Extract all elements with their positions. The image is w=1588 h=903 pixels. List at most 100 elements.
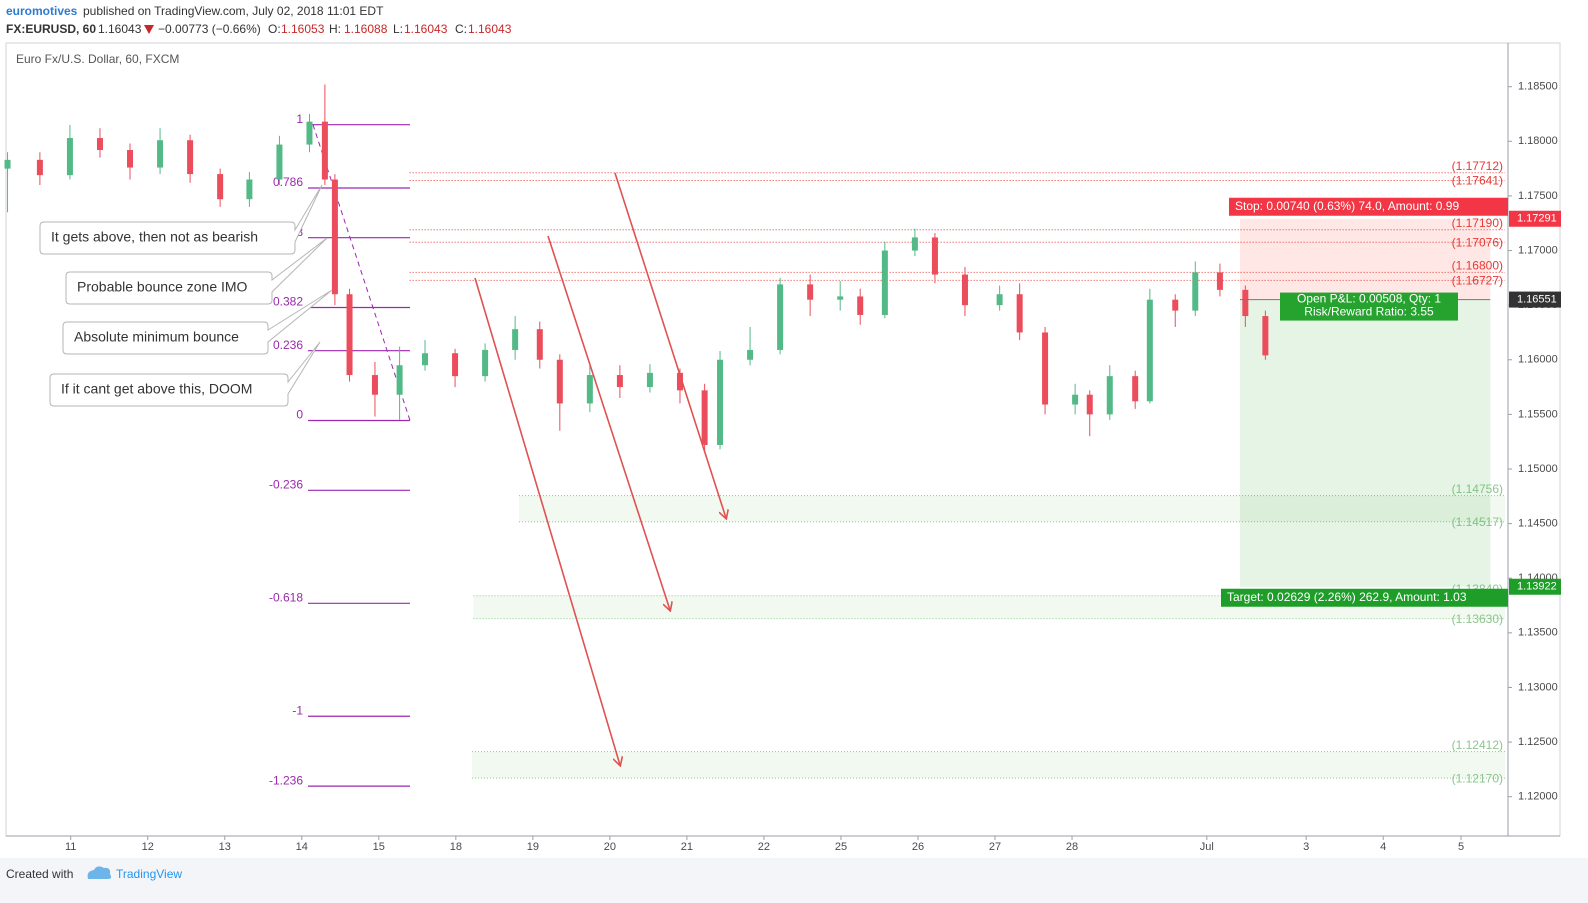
candle-body <box>1072 394 1079 405</box>
y-tick-label: 1.15000 <box>1518 463 1558 475</box>
stop-zone <box>1239 218 1491 300</box>
author[interactable]: euromotives <box>6 4 78 18</box>
candle-body <box>1192 272 1199 311</box>
level-zone <box>472 751 1505 779</box>
x-tick-label: 20 <box>604 841 616 853</box>
candle-body <box>837 296 844 300</box>
callout-text: Probable bounce zone IMO <box>77 279 248 295</box>
x-tick-label: 26 <box>912 841 924 853</box>
level-label: (1.16800) <box>1452 259 1503 273</box>
low-value: 1.16043 <box>404 22 448 36</box>
y-tick-label: 1.12000 <box>1518 791 1558 803</box>
level-label: (1.12170) <box>1452 771 1503 785</box>
candle-body <box>36 159 43 176</box>
pnl-box <box>1280 292 1458 321</box>
candle-body <box>536 329 543 360</box>
candle-body <box>512 329 519 350</box>
y-tick-label: 1.18500 <box>1518 81 1558 93</box>
candle-body <box>717 359 724 445</box>
y-tick-label: 1.17000 <box>1518 244 1558 256</box>
candle-body <box>777 284 784 350</box>
last-price: 1.16043 <box>98 22 142 36</box>
fib-label: -1.236 <box>269 773 303 787</box>
price-badge-label: 1.16551 <box>1517 293 1557 305</box>
candle-body <box>857 296 864 315</box>
arrow <box>614 172 726 518</box>
candle-body <box>217 174 224 200</box>
candle-body <box>701 390 708 445</box>
fib-label: -0.618 <box>269 590 303 604</box>
candle-body <box>4 159 11 169</box>
candle-body <box>676 372 683 391</box>
candle-body <box>246 179 253 200</box>
candle-body <box>996 294 1003 306</box>
y-tick-label: 1.17500 <box>1518 190 1558 202</box>
x-tick-label: 12 <box>142 841 154 853</box>
target-box <box>1221 588 1508 607</box>
level-label: (1.17712) <box>1452 159 1503 173</box>
price-badge <box>1509 291 1561 308</box>
candle-body <box>1106 376 1113 415</box>
open-value: 1.16053 <box>281 22 325 36</box>
stop-text: Stop: 0.00740 (0.63%) 74.0, Amount: 0.99 <box>1235 199 1459 213</box>
fib-label: 0.382 <box>273 295 303 309</box>
candle-body <box>911 237 918 251</box>
candle-body <box>807 284 814 300</box>
candle-body <box>1042 332 1049 405</box>
candle-body <box>371 375 378 395</box>
callout-text: It gets above, then not as bearish <box>51 229 258 245</box>
candle-body <box>346 294 353 376</box>
x-tick-label: 15 <box>373 841 385 853</box>
candle-body <box>1132 376 1139 402</box>
arrow <box>547 235 670 610</box>
x-tick-label: 5 <box>1458 841 1464 853</box>
low-label: L: <box>393 22 403 36</box>
stop-box <box>1229 197 1508 216</box>
candle-body <box>1172 299 1179 311</box>
x-tick-label: 4 <box>1380 841 1386 853</box>
x-tick-label: 19 <box>527 841 539 853</box>
footer-brand[interactable]: TradingView <box>116 867 182 881</box>
y-tick-label: 1.13000 <box>1518 681 1558 693</box>
x-tick-label: 21 <box>681 841 693 853</box>
price-badge-label: 1.13922 <box>1517 581 1557 593</box>
level-zone <box>518 495 1505 522</box>
fib-label: 0 <box>296 408 303 422</box>
y-tick-label: 1.18000 <box>1518 135 1558 147</box>
open-label: O: <box>268 22 281 36</box>
logo[interactable] <box>87 866 112 879</box>
y-tick-label: 1.16000 <box>1518 354 1558 366</box>
callout-box <box>62 289 333 355</box>
x-tick-label: 13 <box>219 841 231 853</box>
candle-body <box>747 349 754 360</box>
price-badge <box>1509 210 1561 227</box>
price-badge-label: 1.17291 <box>1517 213 1557 225</box>
x-tick-label: 14 <box>296 841 308 853</box>
candle-body <box>331 179 338 295</box>
candle-body <box>127 150 134 168</box>
candle-body <box>1262 316 1269 356</box>
candle-body <box>586 375 593 404</box>
candle-body <box>276 144 283 180</box>
level-label: (1.14517) <box>1452 515 1503 529</box>
close-label: C: <box>455 22 467 36</box>
close-value: 1.16043 <box>468 22 512 36</box>
candle-body <box>1216 272 1223 290</box>
candle-body <box>452 353 459 377</box>
callout-box <box>39 184 323 255</box>
symbol: FX:EURUSD, 60 <box>6 22 96 36</box>
y-tick-label: 1.13500 <box>1518 627 1558 639</box>
fib-label: -0.236 <box>269 477 303 491</box>
candle-body <box>396 365 403 395</box>
arrow <box>474 277 620 765</box>
price-badge <box>1509 578 1561 595</box>
level-label: (1.12412) <box>1452 738 1503 752</box>
candle-body <box>1016 294 1023 333</box>
callout-text: Absolute minimum bounce <box>74 329 239 345</box>
candle-body <box>187 140 194 175</box>
y-tick-label: 1.14500 <box>1518 518 1558 530</box>
candle-body <box>482 349 489 377</box>
callout-text: If it cant get above this, DOOM <box>61 381 252 397</box>
candle-body <box>961 274 968 306</box>
candle-body <box>321 121 328 180</box>
